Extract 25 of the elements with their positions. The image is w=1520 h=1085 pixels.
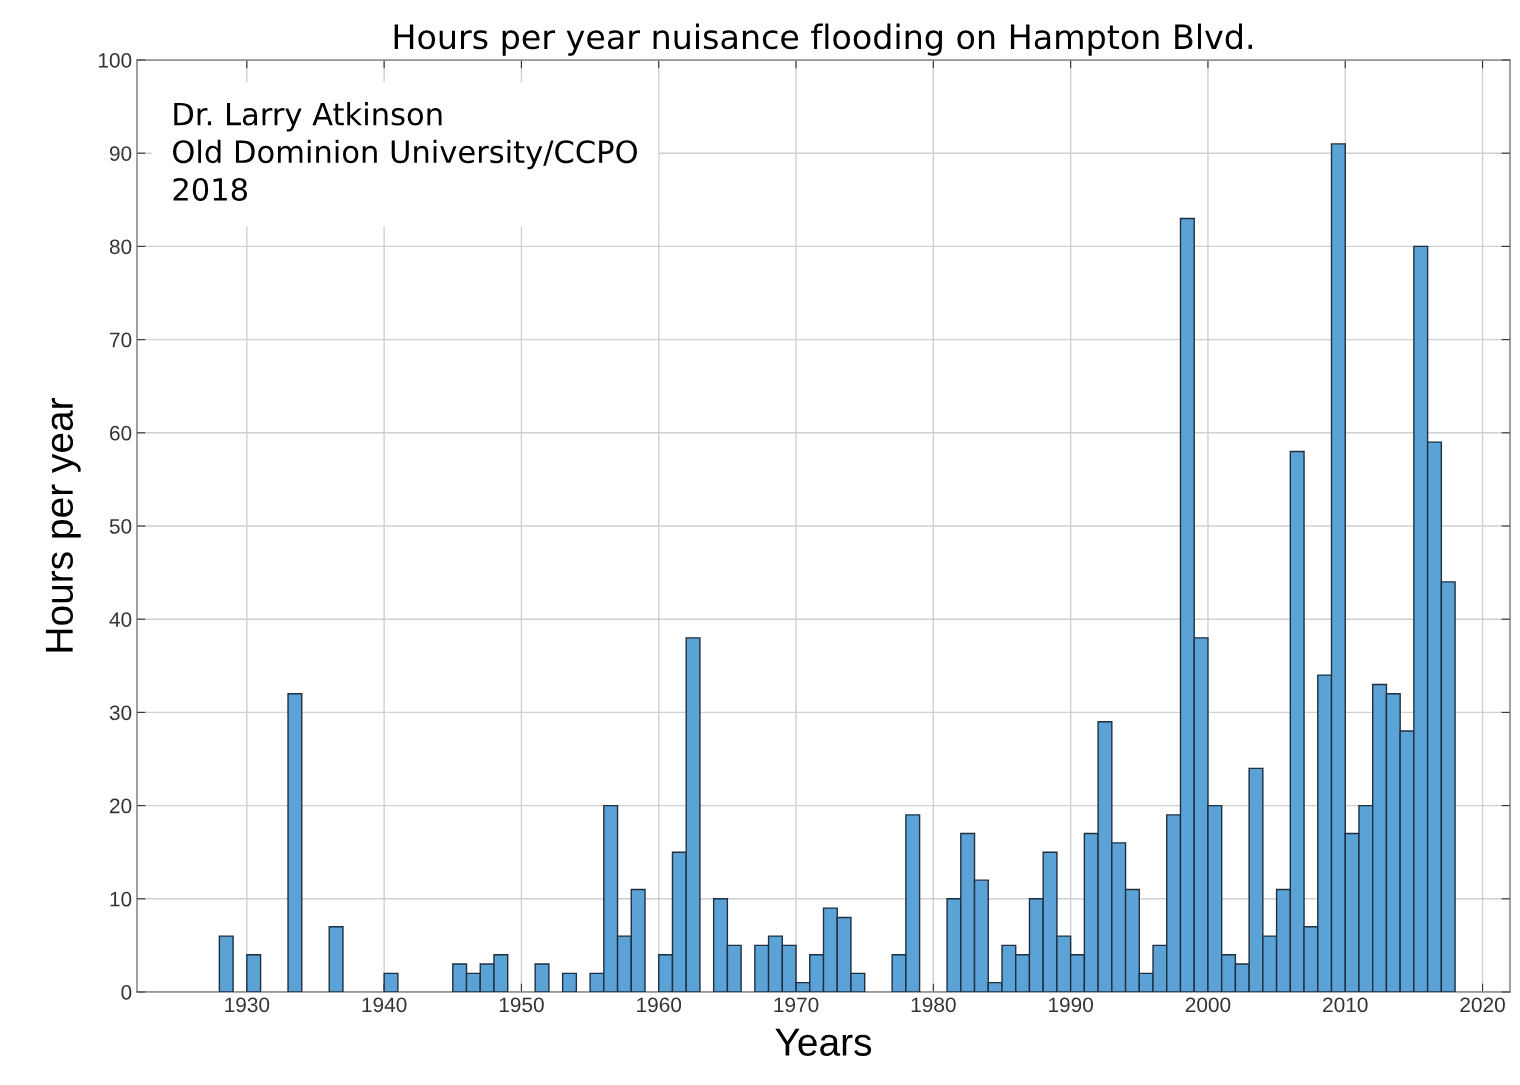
y-tick-label: 10: [110, 891, 132, 907]
y-tick-label: 80: [109, 239, 132, 255]
x-tick-label: 2010: [1323, 997, 1368, 1013]
x-tick-label: 1960: [637, 997, 682, 1013]
x-tick-label: 1970: [774, 997, 819, 1013]
x-tick-label: 1990: [1049, 997, 1093, 1013]
y-tick-label: 100: [98, 53, 132, 68]
y-tick-label: 0: [121, 985, 132, 1000]
y-tick-label: 60: [110, 425, 132, 441]
x-tick-label: 2020: [1460, 997, 1505, 1013]
y-tick-label: 30: [109, 705, 132, 721]
y-tick-label: 70: [110, 332, 132, 348]
y-tick-label: 40: [109, 612, 132, 627]
x-tick-label: 1940: [362, 997, 407, 1013]
annotation: Dr. Larry Atkinson Old Dominion University/CCPO 2018: [173, 101, 637, 201]
y-tick-label: 20: [110, 798, 132, 814]
chart-title: Hours per year nuisance flooding on Hampton Blvd.: [394, 23, 1252, 56]
y-tick-label: 90: [109, 146, 132, 161]
y-axis-title: Hours per year: [45, 398, 81, 652]
y-tick-label: 50: [109, 519, 132, 534]
x-tick-label: 2000: [1185, 997, 1231, 1013]
x-tick-label: 1930: [225, 997, 270, 1013]
x-tick-label: 1980: [911, 997, 956, 1013]
x-axis-title: Years: [775, 1028, 872, 1056]
x-tick-label: 1950: [499, 997, 544, 1013]
